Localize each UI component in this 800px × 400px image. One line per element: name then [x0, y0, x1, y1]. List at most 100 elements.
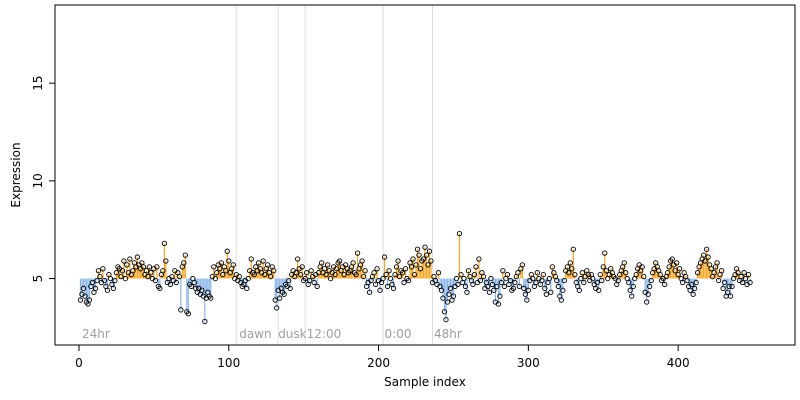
data-point — [599, 277, 605, 284]
data-point — [262, 272, 268, 278]
data-point — [480, 273, 487, 280]
data-point — [456, 230, 463, 237]
data-point — [121, 258, 127, 264]
data-point — [626, 279, 632, 286]
data-point — [405, 277, 412, 284]
data-point — [648, 277, 654, 284]
data-point — [383, 272, 389, 278]
data-point — [455, 281, 461, 288]
data-point — [464, 289, 470, 295]
data-point — [307, 277, 313, 284]
data-point — [507, 277, 514, 284]
data-point — [495, 301, 502, 307]
data-point — [341, 272, 347, 278]
data-point — [399, 270, 406, 276]
data-point — [446, 291, 452, 297]
data-point — [119, 268, 126, 274]
data-point — [662, 281, 668, 288]
data-point — [633, 272, 639, 278]
data-point — [395, 258, 401, 264]
data-point — [374, 266, 380, 272]
data-point — [416, 252, 422, 258]
data-point — [711, 270, 717, 276]
data-point — [223, 268, 229, 274]
data-point — [579, 270, 585, 276]
data-point — [428, 258, 434, 264]
data-point — [145, 273, 151, 280]
data-point — [602, 250, 608, 256]
data-point — [251, 272, 257, 278]
data-point — [486, 289, 493, 295]
data-point — [727, 293, 734, 299]
data-point — [178, 307, 184, 313]
data-point — [152, 277, 159, 284]
data-point — [161, 240, 168, 247]
data-point — [473, 264, 479, 270]
data-point — [647, 283, 653, 290]
event-annotation: 12:00 — [307, 327, 342, 341]
data-point — [185, 311, 191, 317]
data-point — [191, 279, 197, 286]
data-point — [360, 273, 367, 280]
data-point — [441, 309, 448, 315]
y-tick-label: 5 — [31, 275, 45, 283]
data-point — [327, 275, 334, 282]
data-point — [576, 287, 582, 293]
data-point — [211, 264, 217, 270]
data-point — [500, 268, 506, 274]
data-point — [564, 264, 570, 270]
data-point — [742, 275, 749, 282]
data-point — [516, 283, 523, 290]
data-point — [80, 285, 87, 291]
data-point — [95, 268, 102, 274]
data-point — [381, 254, 388, 260]
data-point — [702, 258, 708, 264]
data-point — [107, 275, 114, 282]
data-point — [524, 297, 530, 303]
data-point — [470, 281, 476, 288]
data-point — [570, 246, 576, 252]
data-point — [435, 270, 442, 276]
data-point — [130, 268, 136, 274]
event-annotation: 0:00 — [385, 327, 412, 341]
data-point — [438, 287, 445, 293]
data-point — [597, 272, 603, 278]
data-point — [323, 272, 329, 278]
data-point — [447, 285, 454, 291]
data-point — [569, 266, 575, 272]
data-point — [546, 275, 552, 282]
data-point — [542, 285, 548, 291]
data-point — [461, 275, 467, 282]
data-point — [104, 287, 111, 293]
data-point — [274, 305, 280, 311]
data-point — [726, 283, 732, 290]
data-point — [677, 266, 683, 272]
data-point — [422, 244, 428, 250]
data-point — [384, 283, 391, 290]
data-point — [420, 256, 427, 262]
data-point — [134, 254, 141, 260]
data-point — [672, 268, 678, 274]
x-tick-label: 0 — [75, 356, 83, 370]
data-point — [214, 270, 220, 276]
data-point — [89, 279, 96, 286]
data-point — [110, 285, 117, 291]
data-point — [425, 262, 431, 268]
data-point — [163, 258, 169, 264]
data-point — [226, 258, 232, 264]
data-point — [122, 275, 129, 282]
data-point — [700, 252, 707, 258]
event-annotations: 24hr dawn dusk 12:00 0:00 48hr — [82, 327, 462, 341]
event-annotation: 48hr — [434, 327, 462, 341]
data-point — [336, 258, 343, 264]
data-point — [390, 285, 397, 291]
data-point — [718, 268, 725, 274]
data-point — [160, 268, 166, 274]
data-point — [603, 268, 609, 274]
data-point — [359, 258, 365, 264]
data-point — [299, 264, 305, 270]
data-point — [491, 287, 497, 293]
data-point — [426, 248, 433, 254]
data-point — [140, 264, 147, 270]
